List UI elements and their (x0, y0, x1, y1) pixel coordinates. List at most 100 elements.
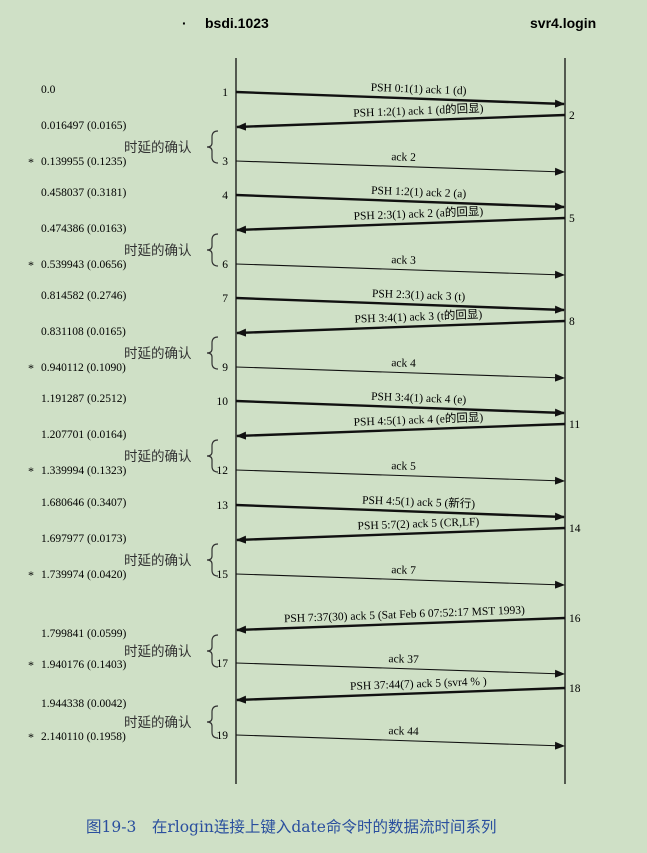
left-host-label: bsdi.1023 (205, 15, 269, 31)
timestamp-text: 0.016497 (0.0165) (41, 120, 126, 132)
timestamp-15: * 1.739974 (0.0420) (28, 568, 126, 582)
segment-number-16: 16 (569, 613, 581, 625)
delayed-ack-star: * (28, 258, 34, 272)
segment-arrow-6 (235, 263, 565, 279)
segment-label-8: PSH 3:4(1) ack 3 (t的回显) (354, 307, 482, 326)
delayed-ack-brace (206, 130, 219, 164)
segment-arrow-4 (235, 193, 565, 211)
delayed-ack-label: 时延的确认 (124, 140, 192, 156)
segment-13: 13 PSH 4:5(1) ack 5 (新行) (217, 493, 565, 521)
timestamp-14: 1.697977 (0.0173) (41, 533, 126, 545)
segment-number-14: 14 (569, 523, 581, 535)
segment-number-7: 7 (222, 293, 228, 305)
segment-12: 12 ack 5 (217, 460, 565, 485)
segment-arrow-10 (235, 399, 565, 417)
segment-number-10: 10 (217, 396, 229, 408)
timestamp-8: 0.831108 (0.0165) (41, 326, 126, 338)
segment-17: 17 ack 37 (217, 653, 565, 678)
segment-label-1: PSH 0:1(1) ack 1 (d) (371, 82, 467, 97)
delayed-ack-brace (206, 634, 219, 668)
segment-label-15: ack 7 (391, 564, 416, 577)
segment-number-15: 15 (217, 569, 229, 581)
delayed-ack-note-7: 时延的确认 (124, 705, 219, 739)
delayed-ack-note-5: 时延的确认 (124, 543, 219, 577)
timestamp-1: 0.0 (41, 84, 56, 96)
segment-arrow-7 (235, 296, 565, 314)
delayed-ack-star: * (28, 361, 34, 375)
delayed-ack-note-4: 时延的确认 (124, 439, 219, 473)
segment-number-6: 6 (222, 259, 228, 271)
segment-arrow-5 (236, 216, 566, 234)
segment-arrow-14 (236, 526, 566, 544)
timestamp-5: 0.474386 (0.0163) (41, 223, 126, 235)
timestamp-16: 1.799841 (0.0599) (41, 628, 126, 640)
timestamps-layer: 0.0 0.016497 (0.0165) * 0.139955 (0.1235) 0.… (28, 84, 126, 744)
segment-label-9: ack 4 (391, 357, 416, 370)
timestamp-2: 0.016497 (0.0165) (41, 120, 126, 132)
segment-label-16: PSH 7:37(30) ack 5 (Sat Feb 6 07:52:17 M… (284, 604, 525, 625)
timestamp-text: 1.697977 (0.0173) (41, 533, 126, 545)
segment-3: 3 ack 2 (222, 151, 565, 176)
timestamp-text: 1.799841 (0.0599) (41, 628, 126, 640)
segment-18: 18 PSH 37:44(7) ack 5 (svr4 % ) (236, 676, 581, 704)
segment-arrow-13 (235, 503, 565, 521)
segment-label-11: PSH 4:5(1) ack 4 (e的回显) (353, 410, 483, 429)
delayed-ack-star: * (28, 730, 34, 744)
delayed-ack-label: 时延的确认 (124, 346, 192, 362)
delayed-ack-note-1: 时延的确认 (124, 130, 219, 164)
segment-5: 5 PSH 2:3(1) ack 2 (a的回显) (236, 204, 575, 234)
segment-11: 11 PSH 4:5(1) ack 4 (e的回显) (236, 410, 580, 440)
segment-number-11: 11 (569, 419, 580, 431)
delayed-ack-star: * (28, 568, 34, 582)
segment-arrow-12 (235, 469, 565, 485)
segment-arrow-18 (236, 686, 566, 704)
delayed-ack-label: 时延的确认 (124, 715, 192, 731)
segment-label-6: ack 3 (391, 254, 416, 267)
timestamp-13: 1.680646 (0.3407) (41, 497, 126, 509)
segment-9: 9 ack 4 (222, 357, 565, 382)
timestamp-text: 0.458037 (0.3181) (41, 187, 126, 199)
segment-arrow-9 (235, 366, 565, 382)
delayed-ack-label: 时延的确认 (124, 449, 192, 465)
segment-14: 14 PSH 5:7(2) ack 5 (CR,LF) (236, 516, 581, 544)
timestamp-7: 0.814582 (0.2746) (41, 290, 126, 302)
timestamp-9: * 0.940112 (0.1090) (28, 361, 126, 375)
segment-label-2: PSH 1:2(1) ack 1 (d的回显) (353, 101, 484, 120)
timestamp-11: 1.207701 (0.0164) (41, 429, 126, 441)
timestamp-text: 0.814582 (0.2746) (41, 290, 126, 302)
segment-4: 4 PSH 1:2(1) ack 2 (a) (222, 185, 565, 211)
timestamp-text: 1.339994 (0.1323) (41, 465, 126, 477)
segment-10: 10 PSH 3:4(1) ack 4 (e) (217, 391, 565, 417)
segment-label-17: ack 37 (388, 653, 419, 666)
timestamp-4: 0.458037 (0.3181) (41, 187, 126, 199)
segment-7: 7 PSH 2:3(1) ack 3 (t) (222, 288, 565, 314)
left-host-dot: · (182, 15, 187, 31)
segment-arrow-8 (236, 319, 566, 337)
delayed-ack-note-2: 时延的确认 (124, 233, 219, 267)
segment-number-13: 13 (217, 500, 229, 512)
timestamp-17: * 1.940176 (0.1403) (28, 658, 126, 672)
segment-label-10: PSH 3:4(1) ack 4 (e) (371, 391, 467, 406)
timestamp-text: 0.0 (41, 84, 56, 96)
segment-number-19: 19 (217, 730, 229, 742)
segment-label-3: ack 2 (391, 151, 416, 164)
segment-15: 15 ack 7 (217, 564, 565, 589)
segment-arrow-16 (236, 616, 566, 634)
delayed-ack-brace (206, 543, 219, 577)
delayed-ack-label: 时延的确认 (124, 553, 192, 569)
segment-number-9: 9 (222, 362, 228, 374)
timestamp-text: 0.139955 (0.1235) (41, 156, 126, 168)
timestamp-text: 1.680646 (0.3407) (41, 497, 126, 509)
right-host-label: svr4.login (530, 15, 596, 31)
segment-number-5: 5 (569, 213, 575, 225)
segment-arrow-17 (235, 662, 565, 678)
delayed-ack-star: * (28, 658, 34, 672)
segment-number-12: 12 (217, 465, 229, 477)
segment-arrow-15 (235, 573, 565, 589)
timestamp-10: 1.191287 (0.2512) (41, 393, 126, 405)
delayed-ack-star: * (28, 155, 34, 169)
timestamp-text: 1.940176 (0.1403) (41, 659, 126, 671)
